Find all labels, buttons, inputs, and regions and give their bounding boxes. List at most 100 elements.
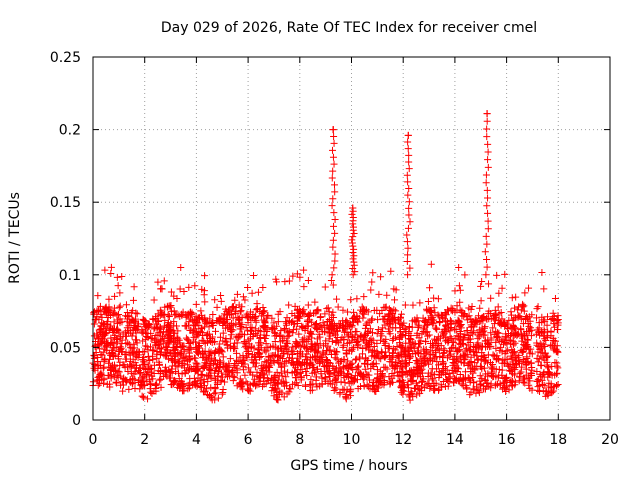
data-point [487,329,495,337]
data-point [353,376,361,384]
data-point [381,321,389,329]
data-point [340,371,348,379]
data-point [510,341,518,349]
data-point [211,396,219,404]
data-point [483,339,491,347]
data-point [525,381,533,389]
data-point [322,361,330,369]
data-point [324,342,332,350]
data-point [406,264,414,272]
data-point [305,332,313,340]
data-point [198,336,206,344]
data-point [180,287,188,295]
data-point [533,314,541,322]
data-point [411,384,419,392]
data-point [339,322,347,330]
data-point [319,319,327,327]
data-point [160,277,168,285]
data-point [170,376,178,384]
data-point [323,321,331,329]
data-point [334,303,342,311]
data-point [508,294,516,302]
data-point [385,311,393,319]
data-point [227,325,235,333]
data-point [442,311,450,319]
data-point [385,342,393,350]
data-point [406,396,414,404]
data-point [117,348,125,356]
data-point [178,370,186,378]
data-point [317,370,325,378]
data-point [144,334,152,342]
data-point [139,337,147,345]
data-point [455,340,463,348]
data-point [217,297,225,305]
data-point [349,223,357,231]
data-point [149,356,157,364]
data-point [369,269,377,277]
x-tick-label: 20 [601,432,619,448]
data-point [253,368,261,376]
data-point [308,318,316,326]
data-point [511,371,519,379]
data-point [519,300,527,308]
data-point [218,390,226,398]
data-point [157,383,165,391]
data-point [271,385,279,393]
data-points [89,110,562,404]
data-point [105,372,113,380]
data-point [148,365,156,373]
data-point [350,344,358,352]
data-point [498,284,506,292]
data-point [467,315,475,323]
data-point [465,304,473,312]
data-point [386,358,394,366]
data-point [385,328,393,336]
data-point [497,343,505,351]
data-point [142,370,150,378]
data-point [321,310,329,318]
data-point [466,346,474,354]
data-point [547,316,555,324]
data-point [436,319,444,327]
y-tick-label: 0.15 [50,195,81,211]
data-point [540,285,548,293]
data-point [155,358,163,366]
data-point [441,363,449,371]
data-point [362,331,370,339]
data-point [361,365,369,373]
data-point [401,301,409,309]
data-point [120,361,128,369]
data-point [456,340,464,348]
data-point [110,304,118,312]
data-point [460,333,468,341]
data-point [463,316,471,324]
data-point [538,371,546,379]
data-point [543,321,551,329]
data-point [217,347,225,355]
data-point [406,334,414,342]
y-axis-ticks: 0 0.05 0.1 0.15 0.2 0.25 [50,50,610,429]
data-point [494,355,502,363]
data-point [324,368,332,376]
data-point [139,329,147,337]
data-point [192,300,200,308]
data-point [493,271,501,279]
data-point [270,378,278,386]
data-point [319,357,327,365]
data-point [223,341,231,349]
data-point [198,325,206,333]
data-point [250,359,258,367]
data-point [344,308,352,316]
data-point [483,382,491,390]
data-point [289,272,297,280]
data-point [256,373,264,381]
data-point [519,334,527,342]
y-tick-label: 0.25 [50,50,81,66]
data-point [188,309,196,317]
data-point [154,278,162,286]
data-point [217,315,225,323]
data-point [244,283,252,291]
data-point [336,369,344,377]
data-point [248,327,256,335]
